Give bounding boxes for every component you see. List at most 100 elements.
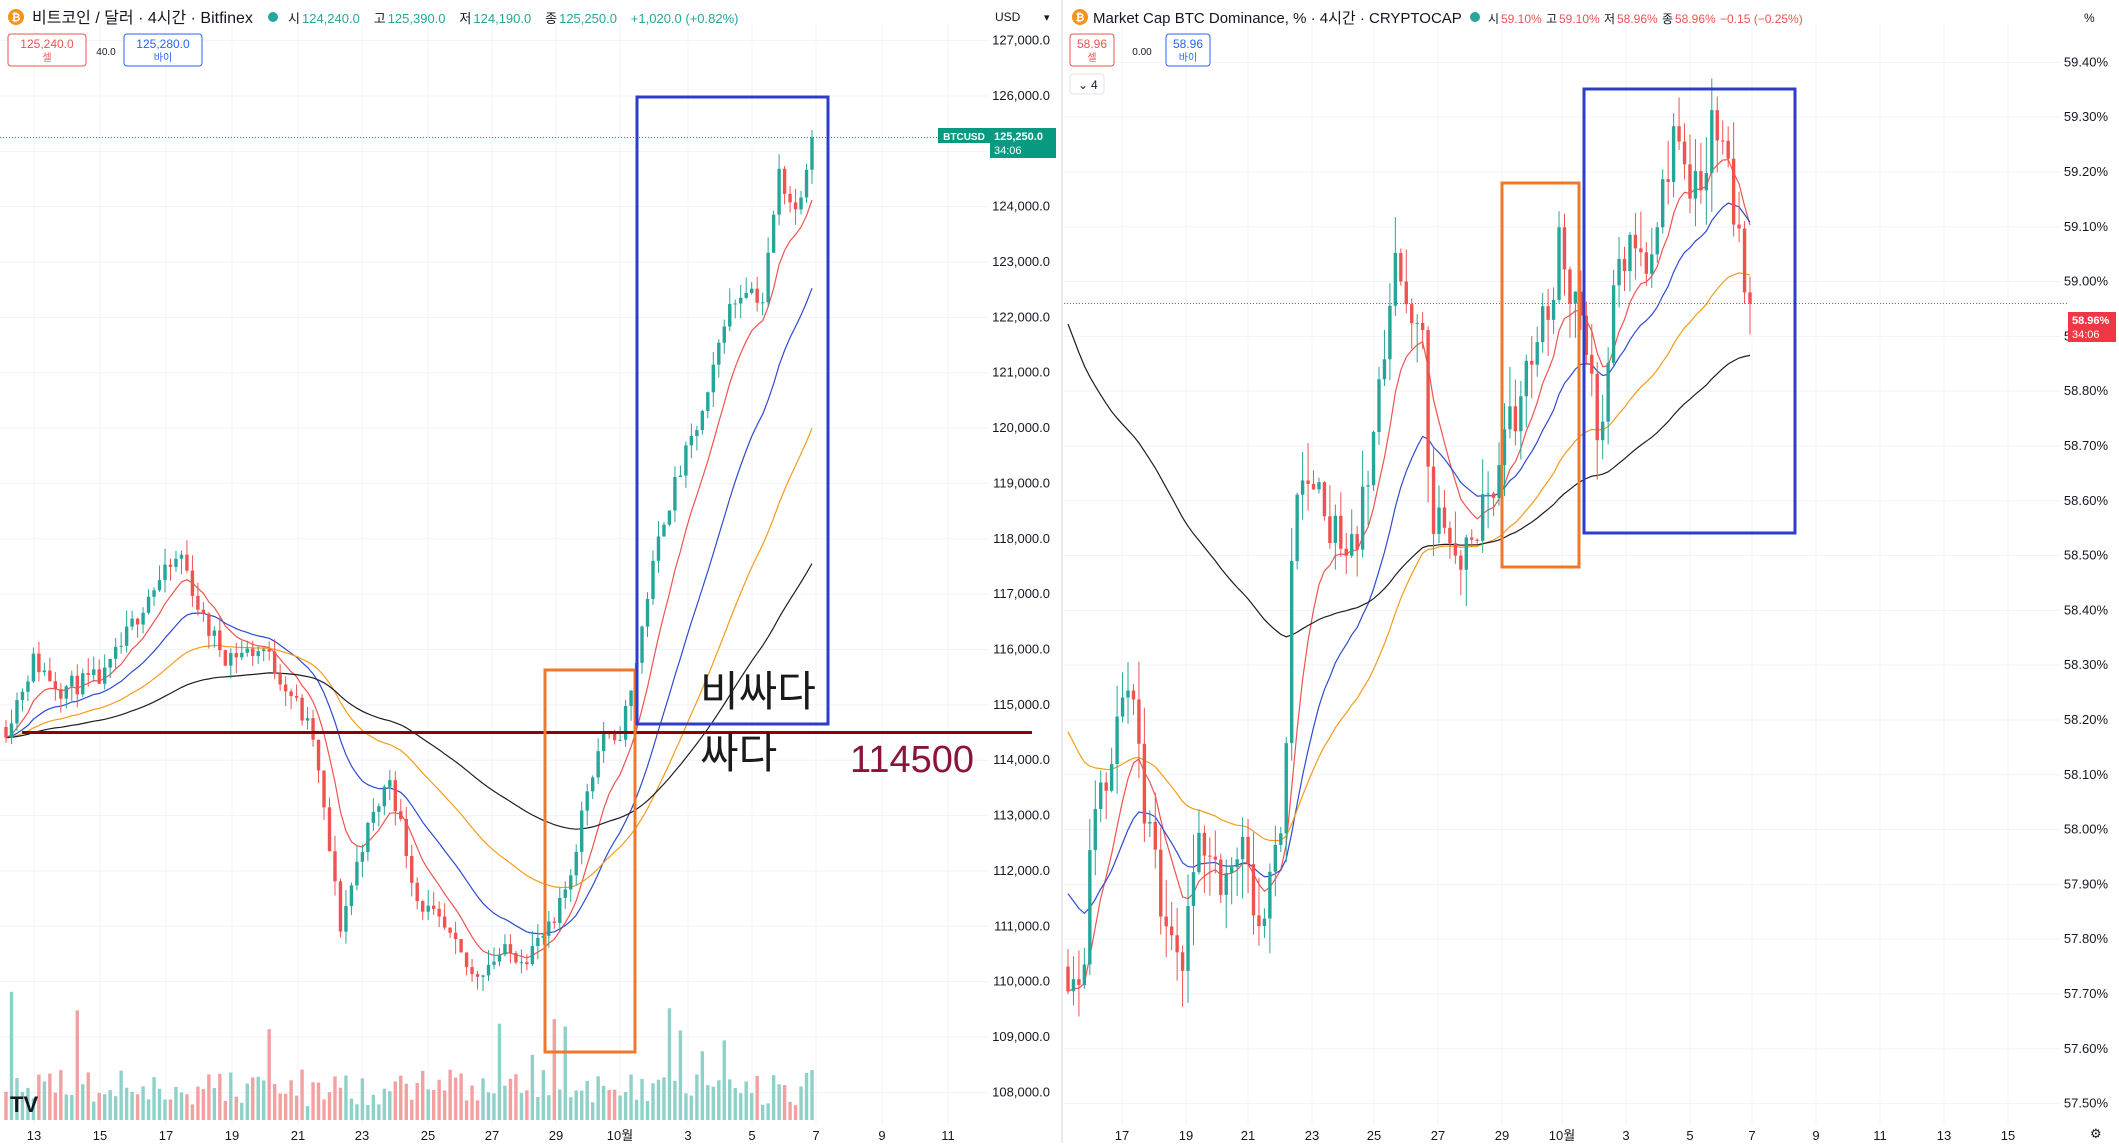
volume-bar	[689, 1095, 694, 1120]
time-axis-label: 15	[2001, 1128, 2015, 1143]
candle-body	[256, 651, 260, 657]
volume-bar	[289, 1080, 293, 1120]
sell-button[interactable]	[1069, 33, 1115, 67]
candle-body	[558, 897, 562, 923]
volume-bar	[135, 1094, 140, 1120]
candle-body	[333, 851, 337, 882]
candle-body	[1109, 764, 1114, 791]
candle-body	[344, 906, 348, 932]
candle-body	[739, 297, 743, 304]
price-axis-label: 57.80%	[2064, 931, 2109, 946]
price-axis-label: 109,000.0	[992, 1029, 1050, 1044]
candle-body	[1726, 140, 1730, 159]
volume-bar	[590, 1102, 595, 1120]
time-axis-label: 21	[1241, 1128, 1255, 1143]
price-axis-label: 108,000.0	[992, 1084, 1050, 1099]
ema20-line	[1067, 159, 1751, 992]
ohlc-value: 125,250.0	[559, 11, 617, 26]
currency-selector[interactable]: USD	[995, 10, 1021, 24]
volume-bar	[26, 1087, 30, 1120]
candle-body	[1197, 832, 1201, 873]
volume-bar	[525, 1090, 529, 1120]
candle-body	[157, 580, 162, 591]
candle-body	[656, 536, 661, 561]
candle-body	[1742, 228, 1747, 293]
price-axis-label: 114,000.0	[993, 752, 1050, 767]
time-axis-label: 25	[421, 1128, 435, 1143]
candle-body	[207, 613, 211, 636]
candle-body	[1240, 836, 1245, 860]
candle-body	[1693, 171, 1698, 199]
buy-button[interactable]	[123, 33, 203, 67]
candle-body	[1350, 534, 1354, 556]
candle-body	[662, 524, 666, 537]
right-title: Market Cap BTC Dominance, % · 4시간 · CRYP…	[1093, 10, 1462, 27]
volume-bar	[421, 1070, 425, 1120]
volume-bar	[607, 1090, 611, 1120]
time-axis-label: 15	[93, 1128, 107, 1143]
candle-body	[1410, 304, 1414, 324]
chevron-down-icon[interactable]: ▾	[1044, 12, 1050, 24]
volume-bar	[547, 1095, 551, 1120]
candle-body	[223, 650, 228, 666]
sell-button[interactable]	[7, 33, 87, 67]
tradingview-logo: TV	[10, 1092, 38, 1117]
collapse-indicators-button[interactable]	[1069, 73, 1105, 95]
candle-body	[525, 962, 529, 965]
symbol-tag-text: BTCUSD	[943, 132, 985, 143]
candle-body	[585, 791, 589, 811]
candle-body	[1633, 234, 1638, 249]
candle-body	[1399, 253, 1403, 282]
candle-body	[300, 697, 304, 721]
candle-body	[20, 691, 25, 701]
volume-bar	[366, 1105, 370, 1120]
candle-body	[1595, 373, 1599, 441]
ohlc-label: 종	[1662, 12, 1673, 26]
candle-body	[360, 852, 365, 862]
ohlc-value: 124,190.0	[473, 11, 531, 26]
volume-bar	[262, 1080, 266, 1120]
candle-body	[1257, 915, 1261, 927]
candle-body	[777, 168, 781, 215]
volume-bar	[174, 1086, 178, 1120]
gear-icon[interactable]: ⚙	[2090, 1126, 2102, 1141]
volume-bar	[503, 1085, 507, 1120]
candle-body	[448, 927, 452, 933]
candle-body	[48, 670, 52, 682]
candle-body	[1562, 227, 1567, 270]
candle-body	[1077, 979, 1081, 985]
price-axis-label: 124,000.0	[992, 199, 1050, 214]
volume-bar	[240, 1102, 244, 1120]
time-axis-label: 5	[748, 1128, 755, 1143]
volume-bar	[229, 1072, 233, 1120]
candle-body	[1661, 179, 1665, 228]
candle-body	[788, 193, 792, 203]
candle-body	[393, 780, 397, 812]
bitcoin-icon	[1072, 9, 1088, 25]
volume-bar	[810, 1070, 814, 1120]
candle-body	[382, 786, 387, 807]
candle-body	[1300, 480, 1305, 495]
candle-body	[1371, 432, 1376, 486]
volume-bar	[426, 1089, 430, 1120]
time-axis-label: 13	[1937, 1128, 1951, 1143]
candle-body	[322, 770, 326, 808]
candle-body	[119, 645, 123, 647]
volume-bar	[344, 1075, 348, 1120]
candle-body	[1382, 359, 1387, 380]
market-open-dot	[1470, 12, 1480, 22]
price-axis-label: 122,000.0	[992, 309, 1050, 324]
candle-body	[179, 554, 184, 559]
volume-bar	[141, 1086, 145, 1120]
candle-body	[574, 851, 578, 876]
volume-bar	[470, 1085, 474, 1120]
volume-bar	[519, 1093, 524, 1120]
candle-body	[1202, 832, 1207, 856]
candle-body	[53, 681, 58, 690]
candle-body	[174, 558, 178, 567]
candle-body	[1339, 515, 1343, 549]
candle-body	[1164, 916, 1168, 927]
candle-body	[442, 916, 447, 928]
buy-button[interactable]	[1165, 33, 1211, 67]
candle-body	[1431, 466, 1436, 535]
